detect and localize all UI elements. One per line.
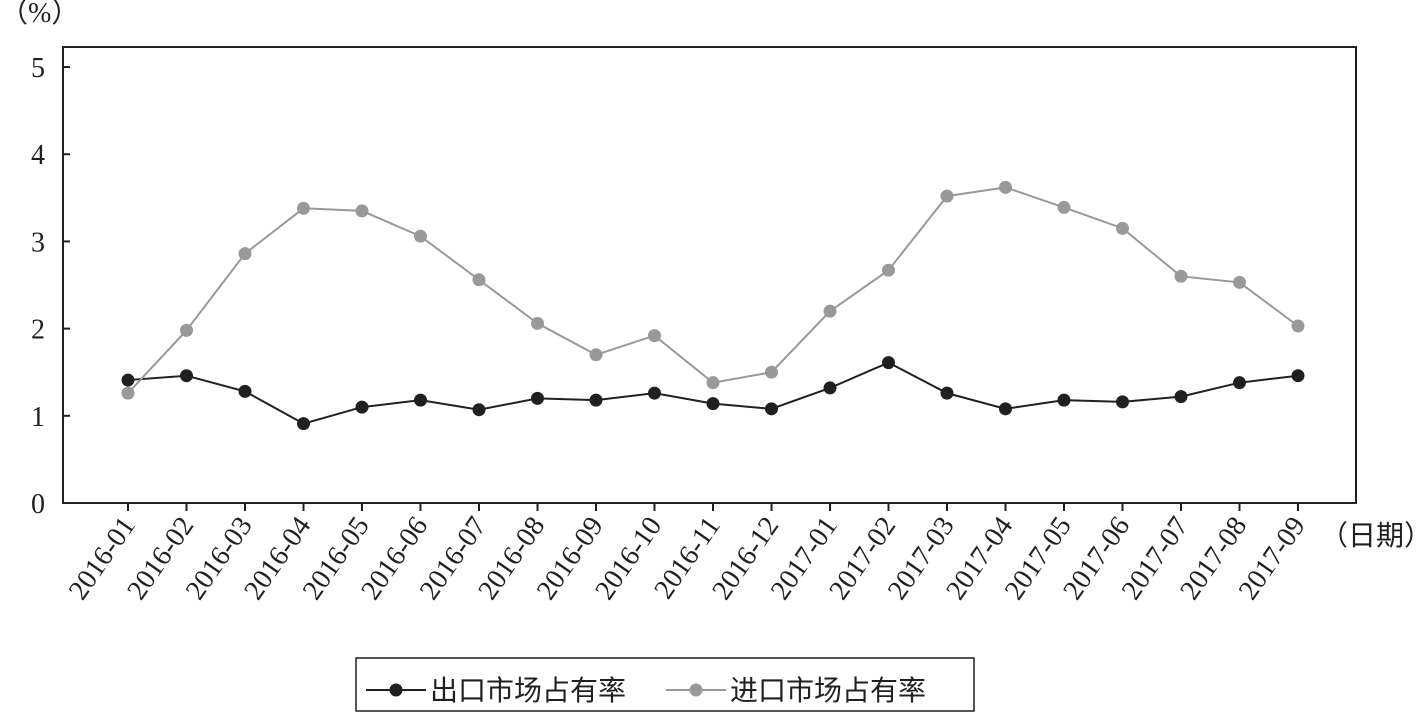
point (297, 201, 310, 215)
point (823, 304, 837, 318)
legend-label: 进口市场占有率 (730, 675, 926, 707)
point (589, 348, 603, 362)
point (1057, 393, 1071, 407)
point (180, 323, 193, 337)
point (121, 373, 135, 387)
series-line (127, 361, 1299, 425)
point (882, 263, 895, 277)
point (472, 403, 486, 417)
point (1291, 319, 1305, 333)
y-tick-label: 0 (31, 489, 45, 520)
point (706, 376, 720, 390)
point (1116, 395, 1129, 409)
point (238, 247, 252, 261)
point (648, 329, 661, 343)
point (1233, 275, 1246, 289)
point (706, 397, 720, 411)
legend-box (355, 657, 975, 712)
y-tick-label: 5 (31, 53, 45, 84)
y-tick-label: 3 (31, 227, 45, 258)
point (180, 369, 193, 383)
point (531, 391, 544, 405)
point (414, 229, 427, 243)
point (1291, 369, 1305, 383)
point (355, 400, 369, 414)
point (414, 393, 427, 407)
point (531, 316, 544, 330)
point (238, 384, 252, 398)
legend-marker (689, 683, 703, 697)
x-unit: （日期） (1320, 520, 1417, 552)
point (765, 365, 778, 379)
y-tick-label: 4 (31, 140, 45, 171)
point (940, 189, 954, 203)
point (297, 417, 310, 431)
point (589, 393, 603, 407)
point (1174, 390, 1188, 404)
point (823, 381, 837, 395)
legend-label: 出口市场占有率 (430, 675, 626, 707)
point (940, 386, 954, 400)
y-tick-label: 1 (31, 402, 45, 433)
y-unit: （%） (0, 0, 79, 29)
y-tick-label: 2 (31, 315, 45, 346)
point (765, 402, 778, 416)
point (121, 386, 135, 400)
point (1057, 200, 1071, 214)
plot-frame (62, 46, 1357, 504)
point (648, 386, 661, 400)
point (355, 204, 369, 218)
point (882, 356, 895, 370)
point (1174, 269, 1188, 283)
point (1233, 376, 1246, 390)
series-line (127, 186, 1299, 394)
point (472, 273, 486, 287)
point (1116, 221, 1129, 235)
legend-marker (389, 683, 403, 697)
point (999, 180, 1012, 194)
point (999, 402, 1012, 416)
